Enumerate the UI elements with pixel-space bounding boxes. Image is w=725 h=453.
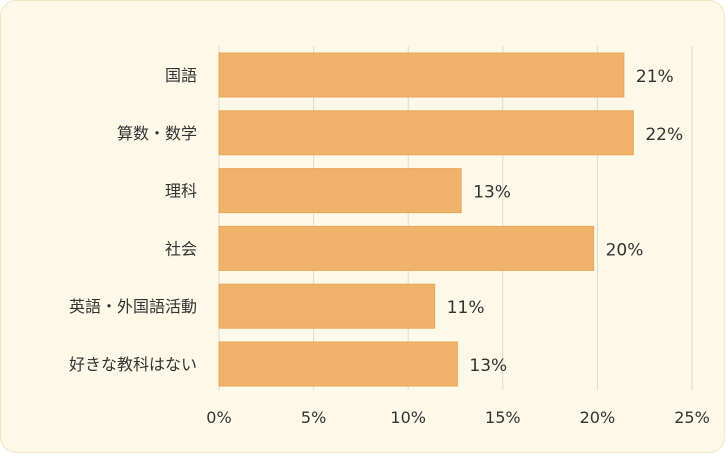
value-label: 21%	[636, 67, 674, 87]
category-label: 社会	[165, 239, 197, 258]
category-label: 英語・外国語活動	[69, 297, 197, 316]
value-label: 13%	[469, 356, 507, 376]
value-label: 13%	[473, 183, 511, 203]
bar	[218, 52, 625, 98]
bar	[218, 168, 462, 214]
value-label: 22%	[645, 125, 683, 145]
category-label: 理科	[165, 182, 197, 201]
bar	[218, 110, 634, 156]
x-tick-label: 25%	[674, 408, 710, 427]
x-tick-label: 20%	[580, 408, 616, 427]
bar	[218, 283, 436, 329]
bar	[218, 341, 458, 387]
category-label: 好きな教科はない	[69, 355, 197, 374]
bar	[218, 225, 595, 271]
category-label: 算数・数学	[117, 124, 197, 143]
x-tick-label: 0%	[206, 408, 231, 427]
x-tick-label: 15%	[485, 408, 521, 427]
category-label: 国語	[165, 66, 197, 85]
x-tick-label: 5%	[301, 408, 326, 427]
value-label: 20%	[606, 240, 644, 260]
x-tick-label: 10%	[390, 408, 426, 427]
value-label: 11%	[447, 298, 485, 318]
